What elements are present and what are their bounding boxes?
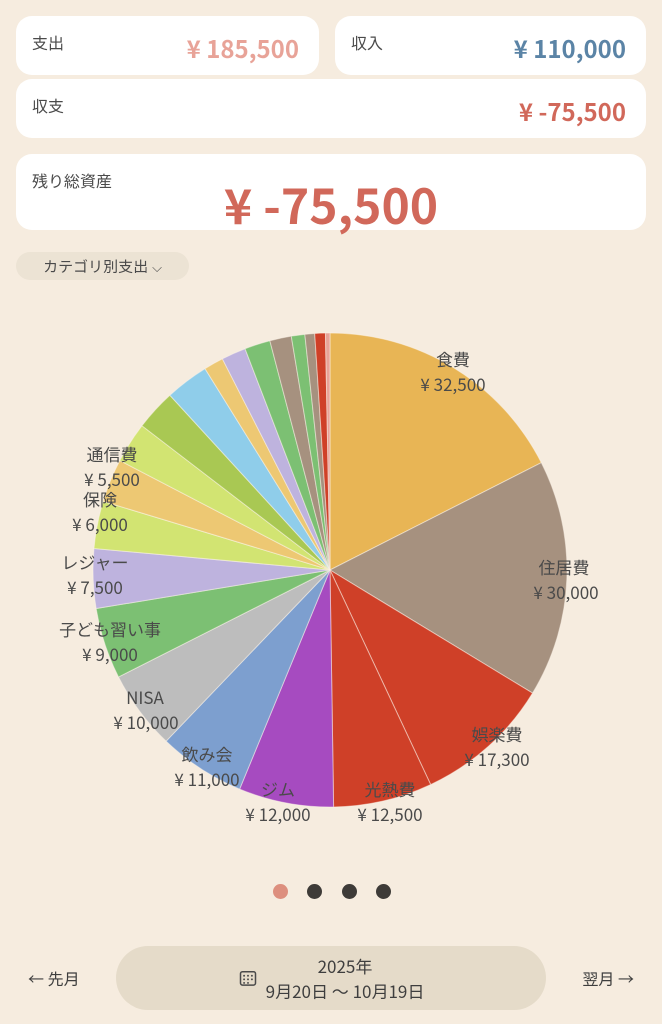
svg-text:¥ 9,000: ¥ 9,000 <box>82 641 138 666</box>
svg-text:¥ 6,000: ¥ 6,000 <box>72 511 128 536</box>
svg-text:¥ 32,500: ¥ 32,500 <box>420 371 485 396</box>
svg-text:レジャー: レジャー <box>61 549 128 574</box>
svg-text:NISA: NISA <box>126 684 164 709</box>
svg-text:ジム: ジム <box>261 776 295 801</box>
svg-text:¥ 12,000: ¥ 12,000 <box>245 801 310 826</box>
svg-text:¥ 7,500: ¥ 7,500 <box>67 574 123 599</box>
svg-text:子ども習い事: 子ども習い事 <box>59 616 161 641</box>
svg-text:光熱費: 光熱費 <box>365 776 416 801</box>
svg-text:¥ 17,300: ¥ 17,300 <box>464 746 529 771</box>
svg-text:¥ 30,000: ¥ 30,000 <box>533 579 598 604</box>
svg-text:¥ 11,000: ¥ 11,000 <box>174 766 239 791</box>
svg-text:¥ 10,000: ¥ 10,000 <box>113 709 178 734</box>
svg-text:通信費: 通信費 <box>87 441 138 466</box>
svg-text:¥ 5,500: ¥ 5,500 <box>84 466 140 491</box>
svg-text:飲み会: 飲み会 <box>182 741 233 766</box>
svg-text:娯楽費: 娯楽費 <box>472 721 523 746</box>
svg-text:食費: 食費 <box>436 346 470 371</box>
svg-text:住居費: 住居費 <box>539 554 590 579</box>
svg-text:¥ 12,500: ¥ 12,500 <box>357 801 422 826</box>
